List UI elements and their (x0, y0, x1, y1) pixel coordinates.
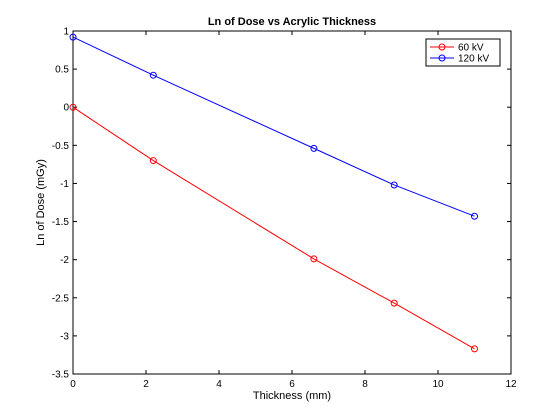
legend-label: 120 kV (458, 54, 489, 65)
x-tick-label: 6 (289, 379, 295, 390)
data-point (310, 144, 318, 152)
y-tick-label: 0 (63, 103, 69, 114)
data-point (310, 255, 318, 263)
axis-ticks: 0 2 4 6 8 10 12 -3.5 -3 -2.5 -2 -1.5 -1 -0.5 0 0.5 1 (52, 27, 517, 391)
y-tick-label: 0.5 (55, 65, 69, 76)
series-0 (69, 103, 478, 353)
x-tick-label: 12 (505, 379, 517, 390)
series-1 (69, 33, 478, 220)
x-tick-label: 4 (216, 379, 222, 390)
data-point (149, 71, 157, 79)
y-tick-label: -1.5 (52, 217, 70, 228)
y-tick-label: -1 (60, 179, 69, 190)
plot-area (72, 30, 512, 375)
y-tick-label: 1 (63, 27, 69, 38)
series-group (69, 33, 478, 353)
legend-marker (438, 43, 446, 51)
x-axis-label: Thickness (mm) (253, 390, 331, 402)
data-point (149, 157, 157, 165)
data-point (69, 103, 77, 111)
series-line (72, 106, 475, 350)
series-line (72, 36, 475, 217)
y-tick-label: -3.5 (52, 370, 70, 381)
x-tick-label: 10 (432, 379, 444, 390)
x-tick-label: 2 (143, 379, 149, 390)
data-point (69, 33, 77, 41)
data-point (390, 299, 398, 307)
chart-title: Ln of Dose vs Acrylic Thickness (208, 16, 376, 28)
y-tick-label: -2 (60, 255, 69, 266)
data-point (390, 181, 398, 189)
x-tick-label: 0 (70, 379, 76, 390)
data-point (471, 212, 478, 220)
legend-box (425, 38, 501, 67)
y-tick-label: -0.5 (52, 141, 70, 152)
x-tick-label: 8 (362, 379, 368, 390)
legend-label: 60 kV (458, 43, 484, 54)
y-axis-label: Ln of Dose (mGy) (35, 159, 47, 246)
legend-marker (438, 54, 446, 62)
data-point (471, 345, 478, 353)
y-tick-label: -3 (60, 331, 69, 342)
y-tick-label: -2.5 (52, 293, 70, 304)
